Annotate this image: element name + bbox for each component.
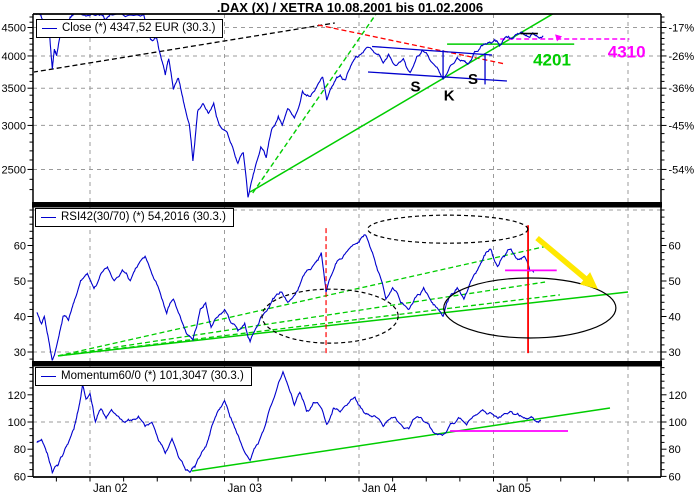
svg-text:30: 30 [14, 347, 26, 359]
svg-text:-26%: -26% [669, 51, 695, 63]
rsi-series [36, 234, 535, 361]
rsi-annotations-over [261, 214, 617, 354]
svg-text:3000: 3000 [2, 120, 26, 132]
svg-text:80: 80 [669, 444, 681, 456]
svg-text:-54%: -54% [669, 164, 695, 176]
svg-text:40: 40 [14, 312, 26, 324]
legend-rsi-line-sample [41, 216, 56, 218]
svg-text:Jan 05: Jan 05 [497, 483, 532, 495]
price-annotations-under [34, 14, 630, 194]
svg-text:3500: 3500 [2, 83, 26, 95]
chart-title: .DAX (X) / XETRA 10.08.2001 bis 01.02.20… [216, 0, 484, 15]
price-series-line [35, 14, 544, 198]
legend-close-label: Close (*) 4347,52 EUR (30.3.) [62, 22, 216, 34]
svg-text:Jan 04: Jan 04 [362, 483, 397, 495]
svg-text:Jan 03: Jan 03 [228, 483, 263, 495]
x-axis: Jan 02 Jan 03 Jan 04 Jan 05 [55, 477, 629, 495]
svg-text:S: S [410, 79, 420, 96]
svg-text:40: 40 [669, 312, 681, 324]
svg-text:2500: 2500 [2, 164, 26, 176]
svg-text:120: 120 [8, 390, 26, 402]
momentum-annotations-under [191, 407, 611, 472]
svg-text:60: 60 [14, 241, 26, 253]
svg-text:S: S [468, 71, 478, 88]
svg-text:120: 120 [669, 390, 687, 402]
svg-text:-36%: -36% [669, 83, 695, 95]
svg-text:60: 60 [14, 471, 26, 483]
svg-text:100: 100 [669, 417, 687, 429]
legend-momentum[interactable]: Momentum60/0 (*) 101,3047 (30.3.) [35, 367, 252, 386]
price-gridlines [33, 27, 661, 170]
svg-text:4310: 4310 [608, 43, 646, 62]
svg-text:4201: 4201 [533, 51, 571, 70]
legend-close[interactable]: Close (*) 4347,52 EUR (30.3.) [36, 19, 224, 38]
svg-text:K: K [444, 88, 455, 105]
svg-text:-17%: -17% [669, 23, 695, 35]
svg-text:Jan 02: Jan 02 [93, 483, 128, 495]
y-axes: 4500 4000 3500 3000 2500 -17% -26% -36% -45% -54%… [2, 16, 695, 483]
svg-text:50: 50 [669, 276, 681, 288]
rsi-series-line [36, 234, 535, 361]
legend-rsi[interactable]: RSI42(30/70) (*) 54,2016 (30.3.) [35, 208, 234, 227]
svg-text:4500: 4500 [2, 23, 26, 35]
svg-text:30: 30 [669, 347, 681, 359]
legend-momentum-label: Momentum60/0 (*) 101,3047 (30.3.) [61, 370, 244, 382]
svg-text:60: 60 [669, 471, 681, 483]
svg-text:50: 50 [14, 276, 26, 288]
svg-text:80: 80 [14, 444, 26, 456]
price-series [35, 14, 544, 198]
svg-text:4000: 4000 [2, 51, 26, 63]
svg-text:60: 60 [669, 241, 681, 253]
svg-text:100: 100 [8, 417, 26, 429]
momentum-series [36, 370, 542, 475]
momentum-series-line [36, 370, 542, 475]
legend-close-line-sample [42, 27, 57, 29]
panel-frames [32, 13, 662, 478]
legend-rsi-label: RSI42(30/70) (*) 54,2016 (30.3.) [61, 211, 226, 223]
rsi-annotations-under [57, 245, 629, 357]
legend-momentum-line-sample [41, 375, 56, 377]
svg-text:-45%: -45% [669, 120, 695, 132]
